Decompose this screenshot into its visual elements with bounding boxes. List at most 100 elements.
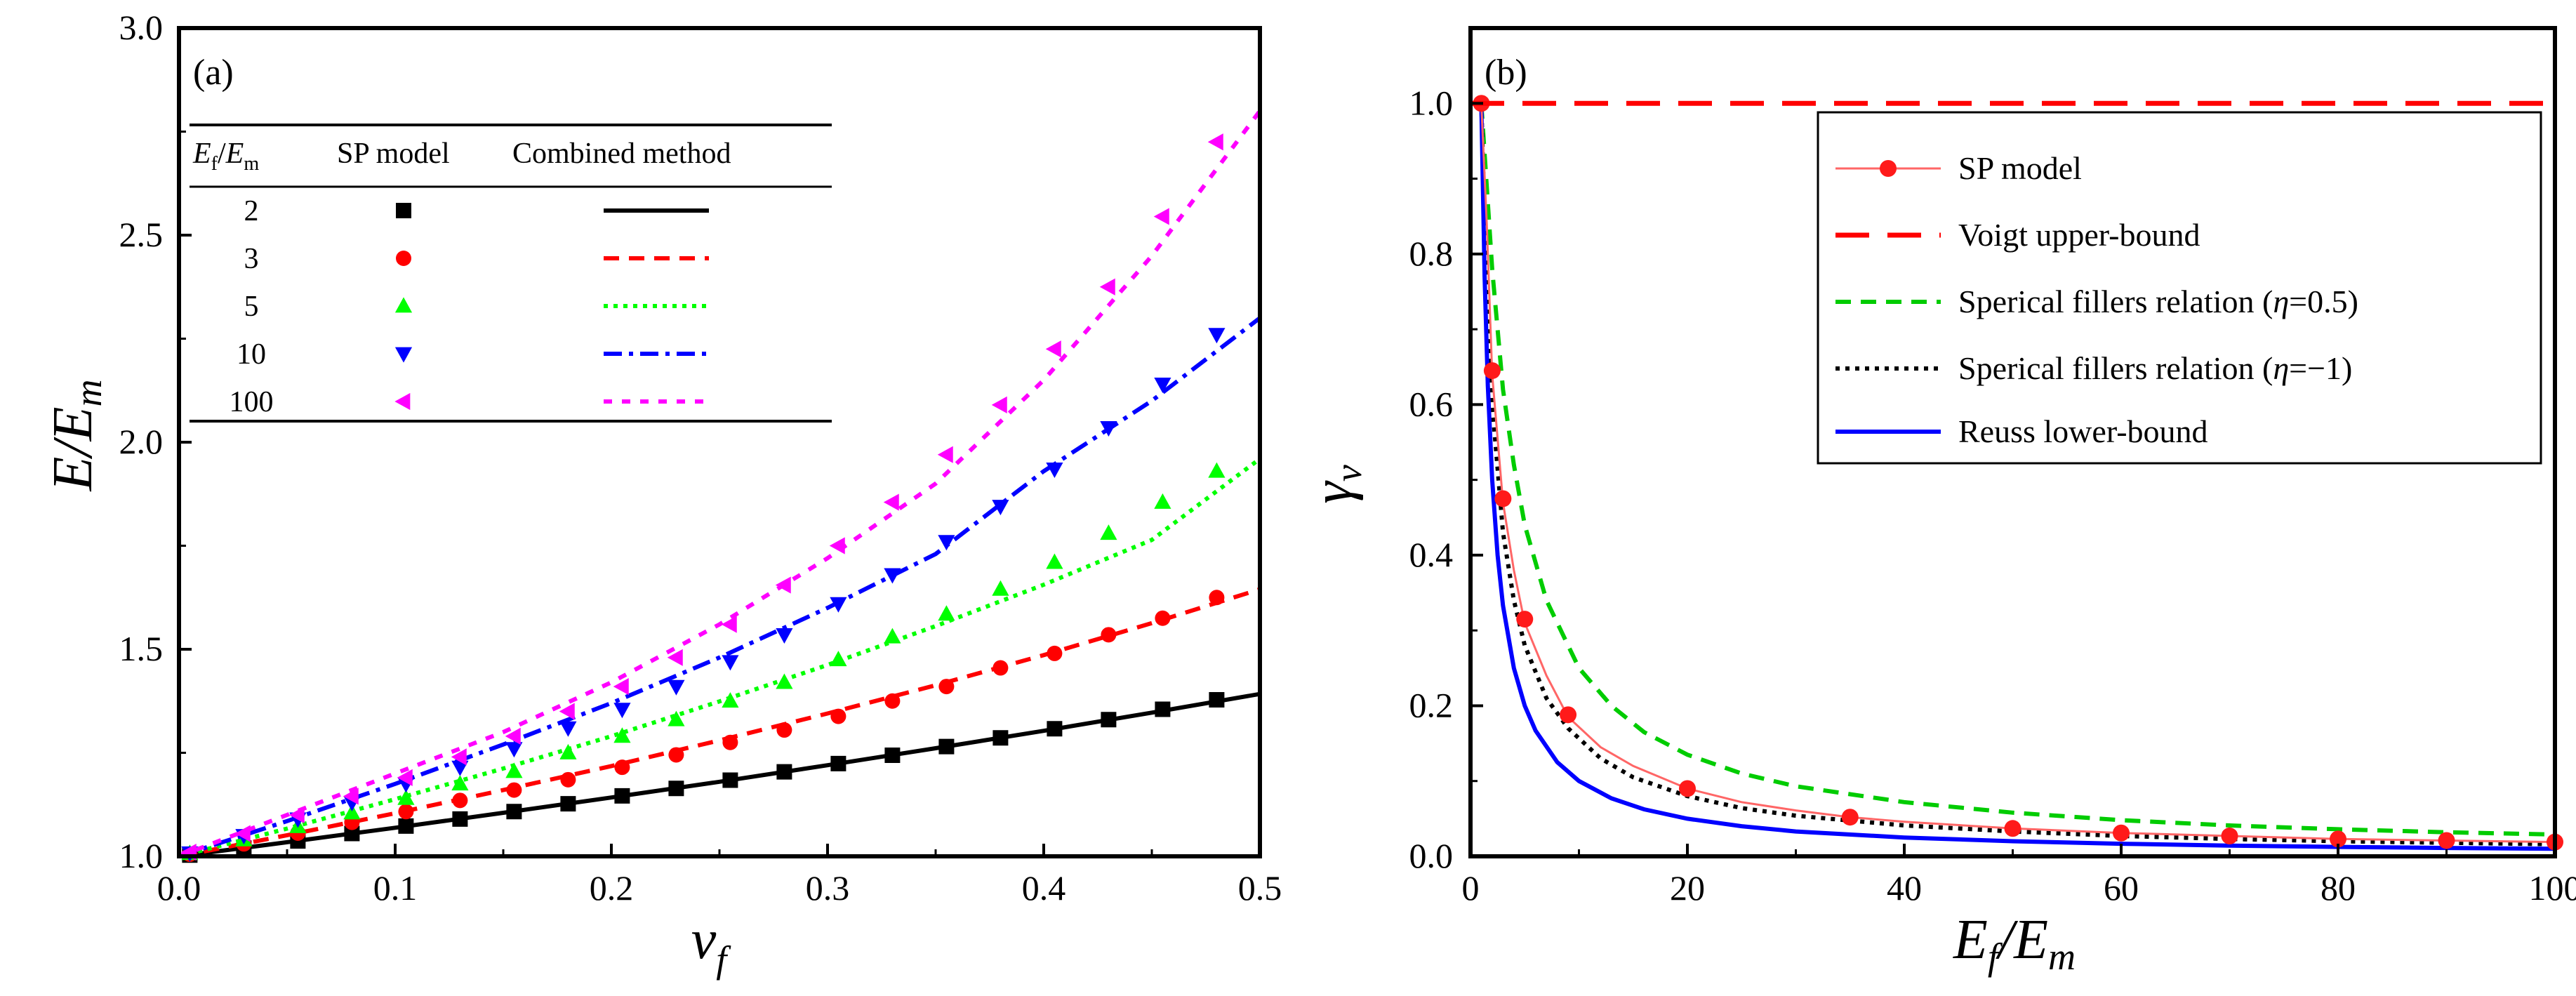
panel-a-point-3-11 [776,722,792,738]
panel-a-xtick-label-1: 0.1 [373,868,418,908]
panel-a-point-3-13 [884,693,901,709]
panel-a-point-100-11 [775,576,791,594]
panel-a-point-10-9 [668,679,685,696]
panel-b-line-2 [1479,103,2556,837]
panel-a-point-2-17 [1101,712,1117,728]
panel-a-point-3-4 [398,804,414,820]
panel-a-point-10-11 [776,628,793,644]
panel-b-legend-eta-3: η [2273,350,2289,386]
panel-a-point-5-13 [884,628,901,644]
panel-a-point-100-17 [1099,278,1115,296]
panel-a-point-5-18 [1154,493,1171,509]
panel-a: 0.0 0.1 0.2 0.3 0.4 0.5 1.0 1.5 2.0 2.5 3.0 (a) Ef… [42,8,1282,981]
panel-a-line-5 [178,457,1261,858]
panel-b-legend-label-text-3: Sperical fillers relation ( [1958,350,2273,386]
panel-a-point-10-15 [992,500,1009,516]
panel-a-point-100-16 [1045,340,1061,358]
legend-table-rows: 2 3 5 10 100 [230,195,709,418]
panel-b-ytick-label-4: 0.8 [1409,234,1454,273]
panel-a-point-5-8 [613,727,631,743]
panel-a-point-2-18 [1155,701,1171,717]
panel-b-sp-point-4 [1560,706,1577,724]
panel-a-point-10-16 [1046,463,1063,478]
legend-table-col3-header: Combined method [512,138,731,170]
panel-a-point-100-19 [1207,133,1223,151]
panel-a-tag: (a) [193,53,234,93]
panel-b-ytick-label-1: 0.2 [1409,685,1454,724]
panel-b-sp-point-6 [1841,809,1859,826]
panel-a-point-5-17 [1100,524,1117,540]
panel-a-point-5-19 [1208,462,1226,478]
panel-a-point-10-10 [722,655,739,671]
panel-a-point-3-17 [1101,627,1117,643]
panel-b-legend-label-0: SP model [1958,150,2082,186]
panel-a-ytick-label-3: 2.5 [119,215,164,254]
panel-a-point-2-12 [830,755,847,771]
panel-b-ytick-label-3: 0.6 [1409,384,1454,423]
panel-a-xtick-label-2: 0.2 [590,868,634,908]
panel-b-legend-label-text-4: Reuss lower-bound [1958,413,2208,449]
panel-a-point-3-19 [1209,590,1225,606]
panel-a-point-10-17 [1100,421,1117,437]
panel-b-sp-point-1 [1483,362,1501,380]
panel-b-sp-point-2 [1494,490,1512,507]
panel-a-point-2-15 [992,730,1009,746]
panel-a-xtick-label-0: 0.0 [157,868,201,908]
panel-a-point-3-8 [614,759,630,776]
panel-a-ytick-label-0: 1.0 [119,836,164,875]
panel-a-point-100-5 [451,748,467,766]
panel-a-line-100 [178,109,1262,858]
panel-a-point-2-19 [1209,691,1225,708]
panel-a-line-10 [178,316,1261,858]
panel-a-point-10-8 [613,703,631,719]
panel-a-point-3-14 [938,679,955,695]
panel-a-point-5-4 [397,789,415,805]
panel-b-x-axis-label: Ef/Em [1953,909,2076,978]
panel-a-point-5-3 [343,804,361,820]
panel-a-point-100-15 [991,396,1007,413]
panel-a-y-axis-label: E/Em [42,380,109,492]
legend-table-ratio-10: 10 [237,338,266,371]
panel-a-xtick-label-4: 0.4 [1022,868,1066,908]
panel-a-point-2-9 [668,781,684,797]
panel-a-point-5-16 [1046,553,1063,569]
panel-b-ytick-label-0: 0.0 [1409,836,1454,875]
panel-b-legend-label-text-1: Voigt upper-bound [1958,217,2200,253]
panel-a-point-3-12 [830,708,847,724]
panel-a-point-3-5 [452,792,468,809]
panel-a-point-5-7 [559,743,577,759]
panel-b-legend-label-text-0: SP model [1958,150,2082,186]
legend-table-marker-5 [394,297,413,313]
panel-b-ytick-label-5: 1.0 [1409,83,1454,122]
panel-b-legend-label-text-2: Sperical fillers relation ( [1958,284,2273,319]
panel-b-sp-point-8 [2113,824,2130,842]
panel-b-sp-point-9 [2221,828,2238,845]
panel-b-sp-point-10 [2330,830,2346,848]
panel-a-point-100-18 [1153,208,1169,225]
panel-b-line-3 [1479,103,2556,846]
panel-a-point-100-3 [343,788,359,805]
panel-b-legend-tail-3: =−1) [2289,350,2352,386]
legend-table-ratio-5: 5 [244,291,259,323]
legend-table-ratio-2: 2 [244,195,259,227]
panel-a-point-3-10 [722,734,738,750]
panel-b-legend-box [1817,111,2542,465]
panel-b-xtick-label-3: 60 [2104,868,2139,908]
panel-b-ytick-label-2: 0.4 [1409,535,1454,574]
panel-a-point-2-14 [938,738,955,755]
panel-a-point-3-9 [668,747,684,763]
panel-b-tag: (b) [1485,53,1527,93]
panel-b-legend-label-3: Sperical fillers relation (η=−1) [1958,350,2352,386]
panel-b-legend-label-4: Reuss lower-bound [1958,413,2208,449]
panel-b-xtick-label-1: 20 [1670,868,1705,908]
panel-a-point-10-12 [830,597,847,613]
panel-a-line-2 [178,691,1261,858]
panel-a-ytick-label-1: 1.5 [119,629,164,668]
legend-table-marker-3 [396,251,411,266]
legend-table-col2-header: SP model [337,138,450,170]
panel-a-ytick-label-2: 2.0 [119,422,164,461]
legend-table-col1-header: Ef/Em [192,138,259,175]
panel-b-legend-marker-0 [1880,160,1897,177]
panel-a-x-axis-label: vf [691,909,732,981]
